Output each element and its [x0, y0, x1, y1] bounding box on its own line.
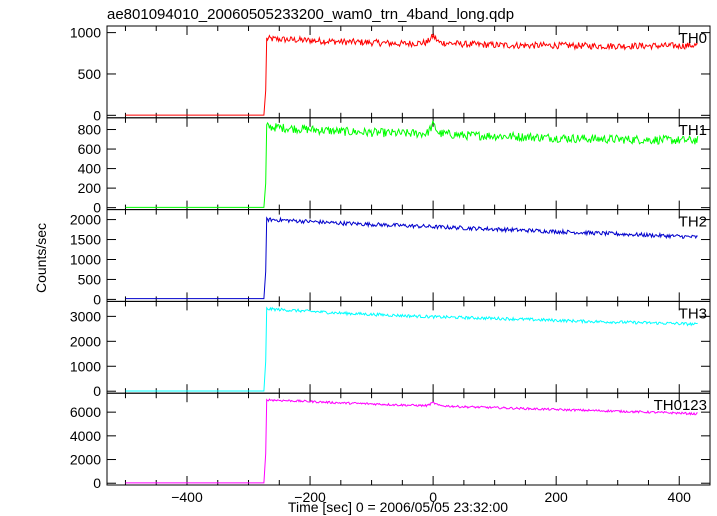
y-tick-label: 2000 [70, 333, 101, 349]
y-tick-label: 0 [93, 291, 101, 307]
y-tick-label: 3000 [70, 308, 101, 324]
y-tick-label: 800 [78, 122, 102, 138]
y-tick-label: 1000 [70, 251, 101, 267]
y-tick-label: 0 [93, 475, 101, 491]
series-label: TH1 [679, 122, 707, 139]
series-label: TH0 [679, 30, 707, 47]
y-tick-label: 500 [78, 271, 102, 287]
series-label: TH2 [679, 214, 707, 231]
y-tick-label: 1000 [70, 25, 101, 41]
x-tick-label: −200 [294, 489, 326, 505]
series-line [125, 306, 698, 392]
panel-frame [106, 25, 711, 119]
y-tick-label: 600 [78, 141, 102, 157]
y-tick-label: 200 [78, 180, 102, 196]
y-tick-label: 6000 [70, 404, 101, 420]
y-tick-label: 1500 [70, 232, 101, 248]
series-line [125, 216, 698, 300]
x-tick-label: −400 [171, 489, 203, 505]
panel-frame [106, 392, 711, 486]
y-tick-label: 1000 [70, 358, 101, 374]
y-tick-label: 2000 [70, 452, 101, 468]
series-line [125, 33, 698, 116]
panels-group: 0 500 1000 TH0 0 200 400 600 800 TH1 0 500 1000 1500 2… [70, 25, 711, 505]
x-tick-label: 400 [668, 489, 692, 505]
y-axis-label: Counts/sec [33, 223, 49, 293]
series-label: TH0123 [654, 397, 707, 414]
series-line [125, 398, 698, 484]
y-tick-label: 500 [78, 66, 102, 82]
y-tick-label: 0 [93, 200, 101, 216]
y-tick-label: 0 [93, 383, 101, 399]
y-tick-label: 4000 [70, 428, 101, 444]
y-tick-label: 0 [93, 107, 101, 123]
chart-title: ae801094010_20060505233200_wam0_trn_4ban… [107, 6, 514, 23]
x-tick-label: 0 [429, 489, 437, 505]
x-axis-label: Time [sec] 0 = 2006/05/05 23:32:00 [288, 499, 508, 515]
panel-frame [106, 209, 711, 302]
series-line [125, 119, 699, 208]
y-tick-label: 2000 [70, 212, 101, 228]
panel-frame [106, 117, 711, 211]
x-tick-label: 200 [544, 489, 568, 505]
y-tick-label: 400 [78, 161, 102, 177]
series-label: TH3 [679, 305, 707, 322]
